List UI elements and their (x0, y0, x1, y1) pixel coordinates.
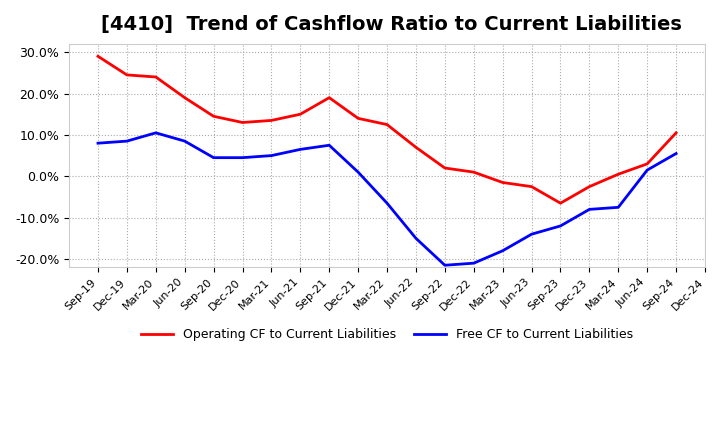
Free CF to Current Liabilities (441, 263, 449, 268)
Operating CF to Current Liabilities (354, 116, 362, 121)
Operating CF to Current Liabilities (643, 161, 652, 166)
Operating CF to Current Liabilities (412, 145, 420, 150)
Line: Operating CF to Current Liabilities: Operating CF to Current Liabilities (98, 56, 676, 203)
Operating CF to Current Liabilities (556, 201, 564, 206)
Free CF to Current Liabilities (383, 201, 392, 206)
Operating CF to Current Liabilities (94, 54, 102, 59)
Free CF to Current Liabilities (585, 207, 594, 212)
Free CF to Current Liabilities (210, 155, 218, 160)
Operating CF to Current Liabilities (498, 180, 507, 185)
Line: Free CF to Current Liabilities: Free CF to Current Liabilities (98, 133, 676, 265)
Text: [4410]  Trend of Cashflow Ratio to Current Liabilities: [4410] Trend of Cashflow Ratio to Curren… (101, 15, 682, 34)
Operating CF to Current Liabilities (238, 120, 247, 125)
Operating CF to Current Liabilities (267, 118, 276, 123)
Free CF to Current Liabilities (614, 205, 623, 210)
Free CF to Current Liabilities (556, 223, 564, 228)
Free CF to Current Liabilities (325, 143, 333, 148)
Operating CF to Current Liabilities (296, 112, 305, 117)
Operating CF to Current Liabilities (122, 72, 131, 77)
Operating CF to Current Liabilities (441, 165, 449, 171)
Free CF to Current Liabilities (672, 151, 680, 156)
Operating CF to Current Liabilities (325, 95, 333, 100)
Free CF to Current Liabilities (354, 169, 362, 175)
Free CF to Current Liabilities (469, 260, 478, 266)
Operating CF to Current Liabilities (469, 169, 478, 175)
Free CF to Current Liabilities (151, 130, 160, 136)
Free CF to Current Liabilities (122, 139, 131, 144)
Operating CF to Current Liabilities (585, 184, 594, 189)
Operating CF to Current Liabilities (151, 74, 160, 80)
Operating CF to Current Liabilities (672, 130, 680, 136)
Free CF to Current Liabilities (527, 231, 536, 237)
Operating CF to Current Liabilities (527, 184, 536, 189)
Operating CF to Current Liabilities (210, 114, 218, 119)
Free CF to Current Liabilities (643, 168, 652, 173)
Free CF to Current Liabilities (267, 153, 276, 158)
Operating CF to Current Liabilities (614, 172, 623, 177)
Operating CF to Current Liabilities (181, 95, 189, 100)
Free CF to Current Liabilities (238, 155, 247, 160)
Free CF to Current Liabilities (296, 147, 305, 152)
Free CF to Current Liabilities (181, 139, 189, 144)
Free CF to Current Liabilities (94, 140, 102, 146)
Free CF to Current Liabilities (412, 236, 420, 241)
Operating CF to Current Liabilities (383, 122, 392, 127)
Legend: Operating CF to Current Liabilities, Free CF to Current Liabilities: Operating CF to Current Liabilities, Fre… (136, 323, 638, 346)
Free CF to Current Liabilities (498, 248, 507, 253)
